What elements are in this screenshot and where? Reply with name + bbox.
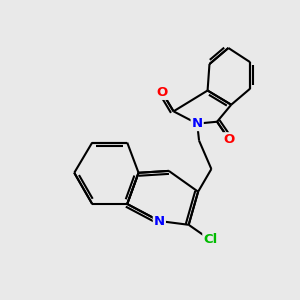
Text: O: O xyxy=(157,86,168,99)
Text: N: N xyxy=(192,117,203,130)
Text: N: N xyxy=(154,214,165,227)
Text: O: O xyxy=(224,133,235,146)
Text: Cl: Cl xyxy=(203,233,218,246)
